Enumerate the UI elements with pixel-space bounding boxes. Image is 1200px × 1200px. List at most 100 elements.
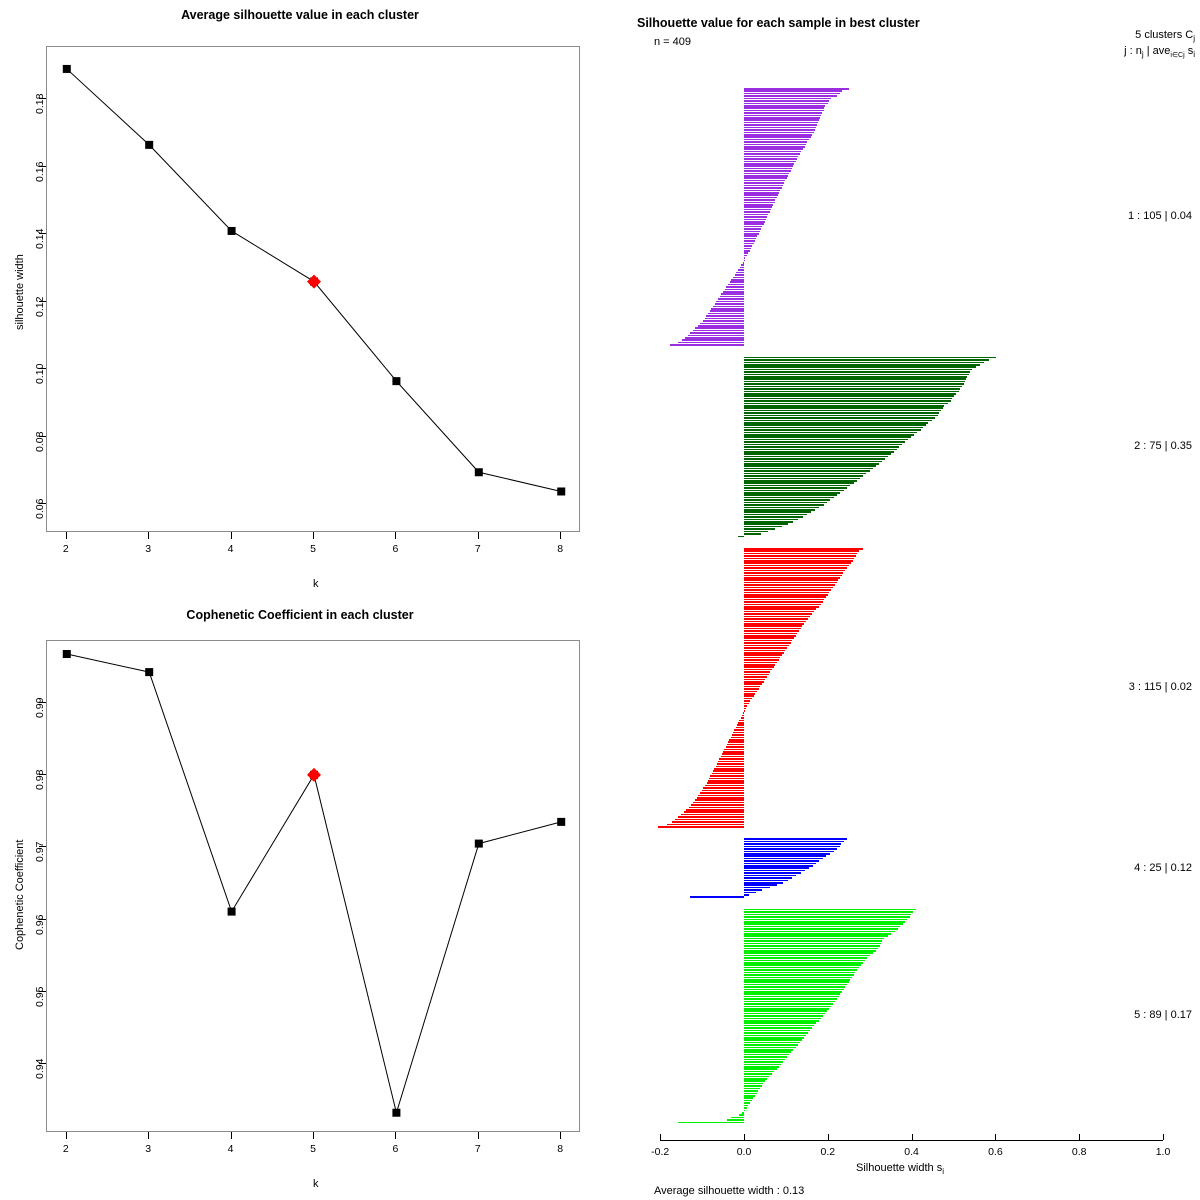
silhouette-bar (744, 1029, 811, 1032)
cluster-summary-label-4: 4 : 25 | 0.12 (1134, 861, 1192, 874)
silhouette-bar (744, 1005, 832, 1008)
silhouette-bar (729, 281, 744, 283)
silhouette-bar (744, 659, 779, 661)
silhouette-bar (744, 920, 906, 923)
x-axis-tick (660, 1134, 662, 1140)
chart3-legend-line2: j : nj | avei∈Cj si (1095, 45, 1195, 59)
silhouette-bar (744, 1000, 836, 1003)
silhouette-bar (744, 656, 781, 659)
x-tick-label: 2 (62, 543, 69, 555)
silhouette-bar (724, 288, 744, 291)
silhouette-bar (744, 199, 776, 201)
silhouette-bar (744, 1032, 809, 1034)
y-tick-label: 0.97 (34, 841, 46, 863)
silhouette-bar (743, 262, 745, 264)
silhouette-bar (744, 155, 799, 158)
silhouette-bar (744, 976, 853, 979)
silhouette-bar (744, 1041, 800, 1044)
silhouette-bar (744, 596, 827, 598)
silhouette-bar (744, 966, 859, 969)
silhouette-bar (707, 780, 744, 782)
silhouette-bar (711, 307, 744, 310)
y-tick-label: 0.96 (34, 914, 46, 935)
silhouette-bar (738, 269, 744, 271)
silhouette-bar (744, 552, 858, 555)
silhouette-bar (731, 1116, 744, 1119)
x-tick-label: 8 (557, 543, 564, 555)
silhouette-bar (700, 322, 744, 325)
silhouette-bar (744, 402, 949, 405)
silhouette-bar (744, 126, 817, 129)
silhouette-bar (744, 1075, 770, 1078)
chart1-plot-area (46, 46, 580, 532)
x-tick-mark (477, 1132, 479, 1139)
silhouette-bar (744, 1036, 804, 1039)
y-tick-label: 0.14 (34, 228, 46, 250)
silhouette-bar (738, 1114, 744, 1116)
silhouette-bar (744, 603, 821, 606)
silhouette-bar (744, 969, 858, 971)
silhouette-bar (734, 274, 744, 276)
silhouette-bar (744, 525, 782, 528)
silhouette-bar (744, 945, 880, 947)
silhouette-bar (744, 649, 786, 652)
silhouette-bar (744, 133, 812, 136)
x-axis-tick-label: 1.0 (1155, 1146, 1171, 1158)
silhouette-bar (744, 1078, 768, 1080)
silhouette-bar (697, 324, 744, 327)
silhouette-bar (730, 736, 744, 739)
x-tick-mark (230, 1132, 232, 1139)
silhouette-bar (744, 191, 780, 194)
chart3-cluster-labels: 1 : 105 | 0.04 2 : 75 | 0.35 3 : 115 | 0.0… (600, 0, 1200, 1125)
silhouette-bar (744, 627, 801, 630)
silhouette-bar (744, 916, 910, 918)
silhouette-bar (744, 557, 855, 560)
silhouette-bar (744, 504, 824, 506)
x-axis-tick (995, 1134, 997, 1140)
silhouette-bar (744, 95, 838, 97)
silhouette-bar (744, 697, 752, 700)
x-tick-label: 6 (392, 1143, 399, 1155)
x-tick-mark (395, 1132, 397, 1139)
silhouette-bar (744, 102, 829, 105)
y-tick-mark (39, 701, 46, 703)
silhouette-bar (744, 523, 788, 526)
silhouette-bar (744, 100, 830, 102)
silhouette-bar (744, 635, 796, 637)
silhouette-bar (744, 213, 769, 216)
silhouette-bar (737, 535, 744, 538)
chart2-y-axis-label: Cophenetic Coefficient (14, 839, 26, 950)
silhouette-bar (744, 141, 808, 143)
silhouette-bar (744, 153, 801, 155)
silhouette-bar (744, 453, 891, 455)
silhouette-bar (744, 378, 967, 381)
silhouette-bar (726, 743, 744, 746)
silhouette-bar (744, 647, 788, 649)
silhouette-bar (744, 249, 750, 252)
silhouette-bar (744, 591, 830, 594)
silhouette-bar (744, 371, 971, 373)
silhouette-bar (744, 1092, 757, 1095)
silhouette-bar (744, 564, 849, 567)
silhouette-bar (702, 320, 744, 322)
silhouette-bar (744, 361, 985, 364)
silhouette-bar (744, 935, 888, 938)
silhouette-bar (744, 107, 825, 109)
x-tick-label: 4 (227, 1143, 234, 1155)
silhouette-bar (744, 1061, 783, 1063)
silhouette-bar (744, 1099, 752, 1102)
silhouette-bar (744, 90, 842, 92)
chart1-title: Average silhouette value in each cluster (181, 8, 419, 22)
silhouette-bar (744, 182, 785, 184)
silhouette-bar (706, 315, 744, 317)
silhouette-bar (744, 852, 830, 855)
chart1-x-axis-label: k (313, 578, 319, 590)
silhouette-bar (744, 610, 815, 613)
silhouette-bar (693, 801, 744, 804)
silhouette-bar (744, 860, 820, 862)
silhouette-bar (744, 562, 851, 565)
silhouette-bar (691, 804, 744, 806)
silhouette-bar (744, 954, 870, 957)
silhouette-bar (744, 862, 817, 865)
silhouette-bar (744, 709, 745, 712)
